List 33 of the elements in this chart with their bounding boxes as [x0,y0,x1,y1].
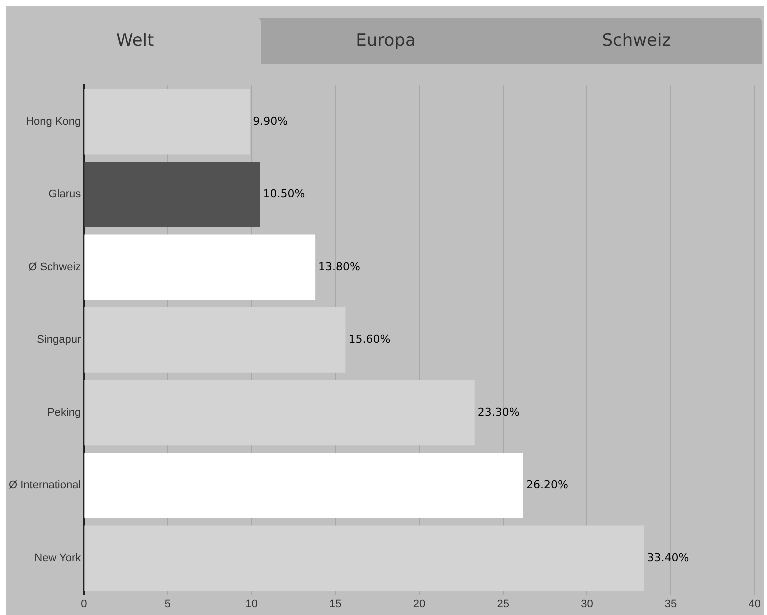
data-label: 33.40% [647,551,690,564]
y-tick-label: Glarus [48,188,82,201]
text: Europa [355,30,417,53]
x-tick-label: 10 [246,598,258,610]
x-tick-label: 35 [664,598,678,610]
data-label: 23.30% [478,406,520,419]
data-label: 26.20% [526,478,568,492]
y-tick-label: Singapur [37,334,82,346]
bar [84,307,346,373]
bar [84,526,644,592]
bar [84,234,316,300]
data-label: 9.90% [253,114,288,128]
x-tick-label: 30 [581,598,594,610]
data-label: 15.60% [348,333,391,346]
x-tick-label: 0 [81,598,88,610]
bar [84,380,475,446]
text: Schweiz [601,30,672,53]
data-label: 13.80% [318,260,361,274]
bar [84,162,260,228]
x-tick-label: 40 [748,598,762,610]
x-tick-label: 25 [497,598,510,610]
x-tick-label: 15 [330,598,342,610]
y-tick-label: Ø Schweiz [28,261,82,274]
bar [84,452,524,518]
y-tick-label: New York [34,552,82,564]
data-label: 10.50% [263,188,306,201]
y-tick-label: Hong Kong [26,116,82,128]
text: Welt [10,18,261,64]
x-tick-label: 20 [413,598,426,610]
y-tick-label: Peking [48,406,82,419]
y-tick-label: Ø International [9,480,82,492]
x-tick-label: 5 [164,598,172,610]
bar [84,89,250,155]
